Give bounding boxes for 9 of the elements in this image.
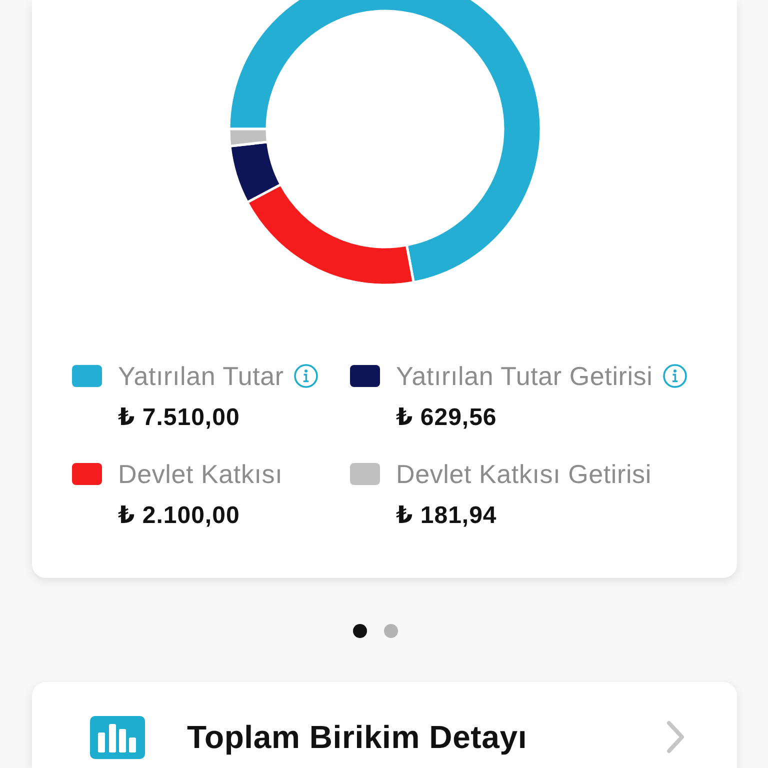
data-label: ₺ 181,94: [396, 502, 498, 530]
legend-label: Yatırılan Tutar: [118, 361, 284, 391]
legend-label: Devlet Katkısı: [118, 459, 283, 489]
data-label: ₺ 7.510,00: [118, 404, 241, 432]
data-label: ₺ 629,56: [396, 404, 498, 432]
legend-label: Devlet Katkısı Getirisi: [396, 459, 652, 489]
legend-label: Yatırılan Tutar Getirisi: [396, 361, 653, 391]
data-label: ₺ 2.100,00: [118, 502, 241, 530]
text: Toplam Birikim Detayı: [187, 718, 528, 756]
